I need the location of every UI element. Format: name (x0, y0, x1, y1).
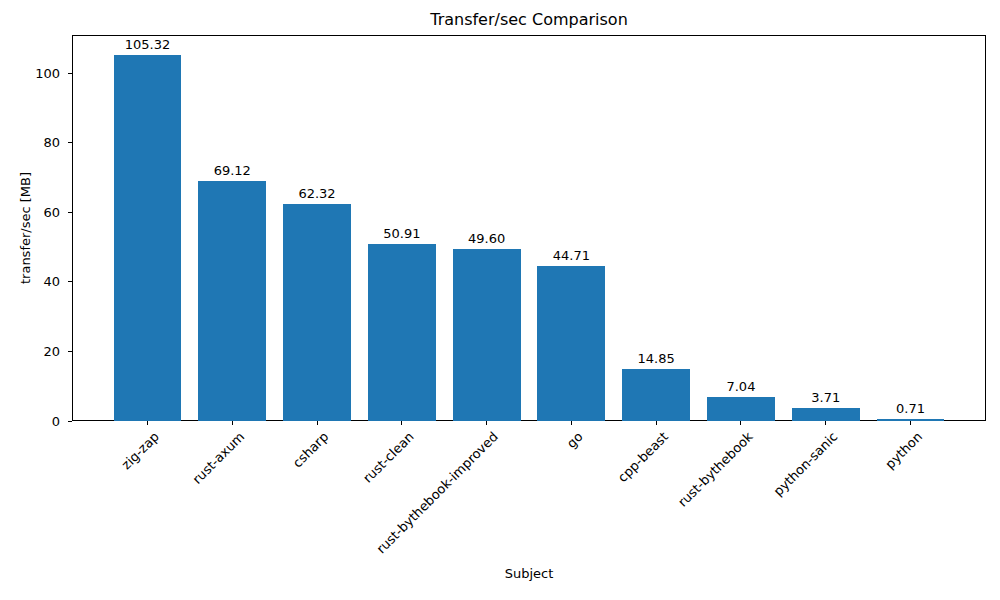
x-axis-label: Subject (72, 566, 986, 581)
bar-value-label: 49.60 (437, 231, 537, 246)
x-tick-label: csharp (290, 429, 332, 471)
y-tick-mark (68, 73, 72, 74)
x-tick-label: cpp-beast (615, 429, 671, 485)
x-tick-mark (232, 421, 233, 425)
y-tick-label: 0 (10, 414, 60, 429)
x-tick-label: python (882, 429, 925, 472)
bar-value-label: 44.71 (521, 248, 621, 263)
bar-value-label: 62.32 (267, 186, 367, 201)
x-tick-mark (656, 421, 657, 425)
bar (622, 369, 690, 421)
bar-chart: Transfer/sec Comparison transfer/sec [MB… (0, 0, 1000, 600)
chart-title: Transfer/sec Comparison (72, 10, 986, 29)
x-tick-mark (147, 421, 148, 425)
bar (283, 204, 351, 421)
bar (114, 55, 182, 421)
y-tick-mark (68, 142, 72, 143)
bar (368, 244, 436, 421)
bar (707, 397, 775, 421)
y-tick-label: 100 (10, 66, 60, 81)
x-tick-label: python-sanic (770, 429, 840, 499)
y-tick-mark (68, 281, 72, 282)
bar (537, 266, 605, 421)
x-tick-mark (910, 421, 911, 425)
y-tick-mark (68, 351, 72, 352)
y-tick-label: 20 (10, 344, 60, 359)
bar-value-label: 14.85 (606, 351, 706, 366)
bar (453, 249, 521, 421)
x-tick-label: rust-bythebook (675, 429, 756, 510)
x-tick-mark (401, 421, 402, 425)
x-tick-label: rust-axum (189, 429, 247, 487)
bar-value-label: 0.71 (861, 401, 961, 416)
y-tick-label: 80 (10, 135, 60, 150)
bar (198, 181, 266, 421)
x-tick-label: go (564, 429, 586, 451)
x-tick-mark (486, 421, 487, 425)
x-tick-label: zig-zap (119, 429, 162, 472)
bar-value-label: 105.32 (97, 37, 197, 52)
y-tick-mark (68, 212, 72, 213)
y-tick-label: 60 (10, 205, 60, 220)
y-tick-mark (68, 421, 72, 422)
bar (792, 408, 860, 421)
bar-value-label: 69.12 (182, 163, 282, 178)
x-tick-mark (825, 421, 826, 425)
x-tick-label: rust-clean (360, 429, 417, 486)
x-tick-mark (740, 421, 741, 425)
x-tick-mark (571, 421, 572, 425)
x-tick-mark (317, 421, 318, 425)
y-axis-label: transfer/sec [MB] (18, 172, 33, 284)
y-tick-label: 40 (10, 274, 60, 289)
